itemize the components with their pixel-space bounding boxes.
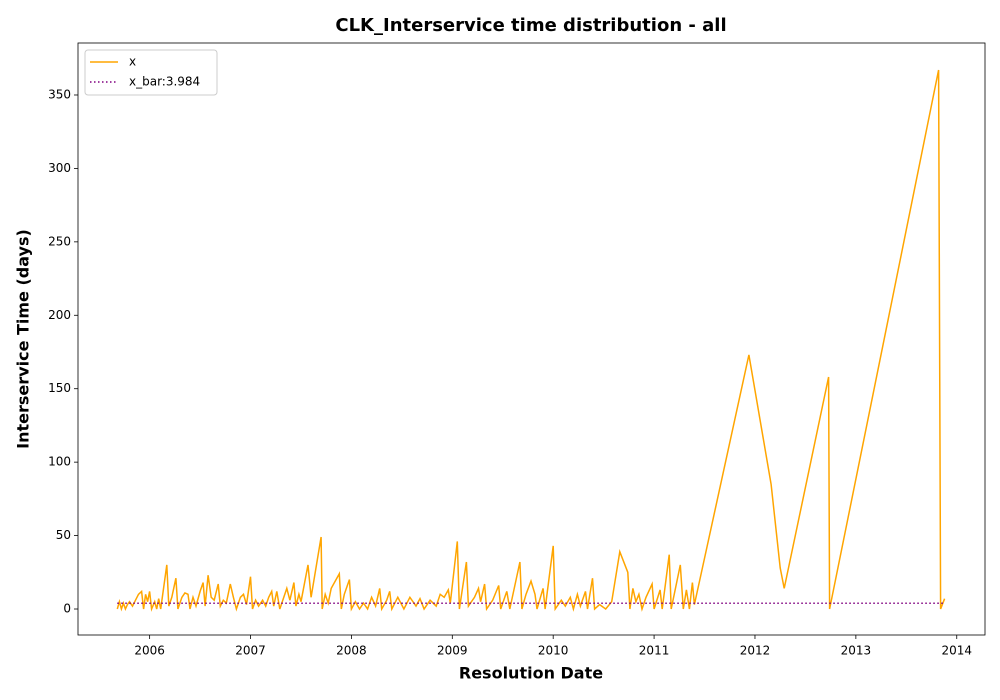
x-axis-label: Resolution Date	[459, 664, 603, 683]
x-tick-label: 2009	[437, 644, 468, 658]
y-tick-label: 300	[48, 161, 71, 175]
x-tick-label: 2014	[941, 644, 972, 658]
y-tick-label: 100	[48, 455, 71, 469]
x-tick-label: 2008	[336, 644, 367, 658]
y-tick-label: 200	[48, 308, 71, 322]
x-tick-label: 2012	[740, 644, 771, 658]
y-axis-label: Interservice Time (days)	[14, 229, 33, 449]
y-tick-label: 50	[56, 528, 71, 542]
legend-label: x	[129, 55, 136, 69]
legend-label: x_bar:3.984	[129, 75, 200, 89]
y-tick-label: 150	[48, 381, 71, 395]
y-tick-label: 250	[48, 234, 71, 248]
x-tick-label: 2013	[841, 644, 872, 658]
x-tick-label: 2010	[538, 644, 569, 658]
line-series	[116, 69, 946, 612]
x-tick-label: 2007	[235, 644, 266, 658]
x-tick-label: 2006	[134, 644, 165, 658]
y-tick-label: 0	[63, 602, 71, 616]
chart-title: CLK_Interservice time distribution - all	[335, 15, 726, 36]
plot-frame	[77, 42, 986, 636]
x-tick-label: 2011	[639, 644, 670, 658]
y-tick-label: 350	[48, 87, 71, 101]
